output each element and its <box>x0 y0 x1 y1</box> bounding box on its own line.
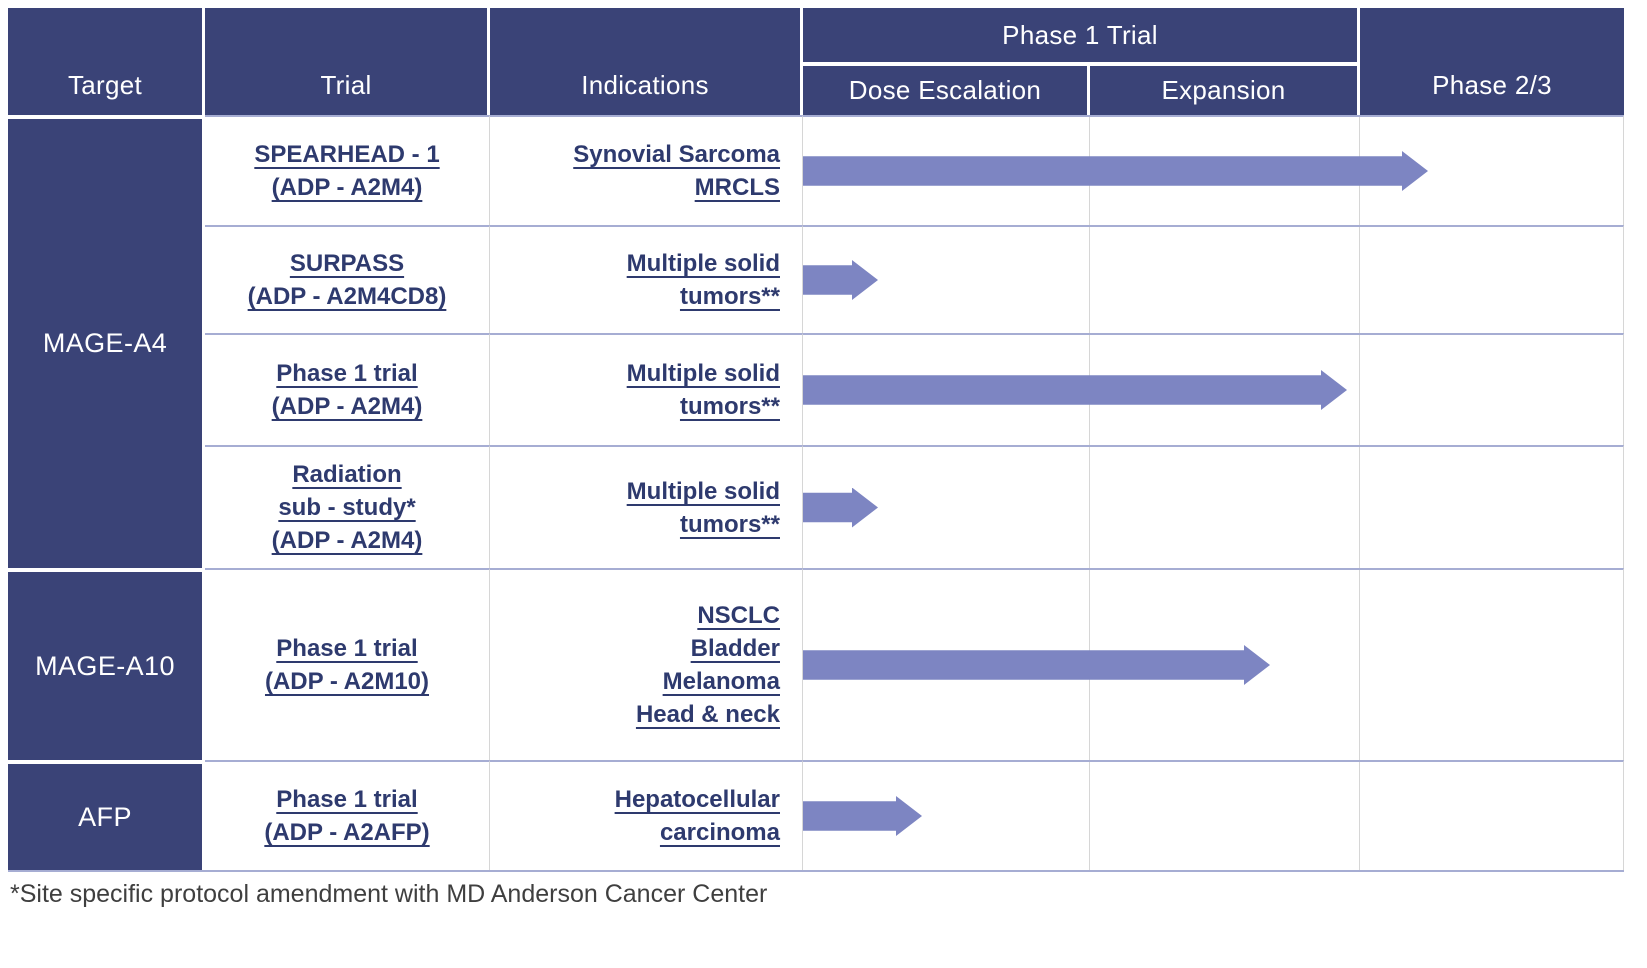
header-cell-indications: Indications <box>490 8 803 115</box>
indications-cell: NSCLC Bladder Melanoma Head & neck <box>490 568 803 760</box>
trial-link[interactable]: Phase 1 trial (ADP - A2M10) <box>264 635 430 695</box>
indications-link[interactable]: Multiple solid tumors** <box>626 477 780 538</box>
header-dose-escalation-label: Dose Escalation <box>848 75 1042 105</box>
header-expansion-label: Expansion <box>1161 75 1286 105</box>
indications-link[interactable]: Multiple solid tumors** <box>626 360 780 420</box>
progress-arrow <box>803 260 878 300</box>
trial-cell: Radiation sub - study* (ADP - A2M4) <box>205 445 490 568</box>
indications-link[interactable]: Multiple solid tumors** <box>626 250 780 310</box>
target-group-mage-a10: MAGE-A10 <box>8 568 205 760</box>
header-indications-label: Indications <box>581 70 709 100</box>
trial-link[interactable]: Phase 1 trial (ADP - A2AFP) <box>264 786 430 846</box>
header-trial-label: Trial <box>320 70 372 100</box>
header-cell-phase1-trial: Phase 1 Trial <box>803 8 1360 62</box>
indications-link[interactable]: NSCLC Bladder Melanoma Head & neck <box>635 602 780 728</box>
header-cell-phase-2-3: Phase 2/3 <box>1360 8 1624 115</box>
trial-cell: SPEARHEAD - 1 (ADP - A2M4) <box>205 115 490 225</box>
trial-link[interactable]: Phase 1 trial (ADP - A2M4) <box>271 360 423 420</box>
indications-cell: Synovial Sarcoma MRCLS <box>490 115 803 225</box>
progress-arrow <box>803 151 1428 191</box>
column-divider <box>1359 227 1360 333</box>
trial-cell: Phase 1 trial (ADP - A2M4) <box>205 333 490 445</box>
progress-arrow <box>803 796 922 836</box>
column-divider <box>1359 335 1360 445</box>
target-group-label: MAGE-A4 <box>42 328 168 358</box>
indications-cell: Multiple solid tumors** <box>490 445 803 568</box>
header-target-label: Target <box>67 70 143 100</box>
column-divider <box>1089 227 1090 333</box>
trial-cell: Phase 1 trial (ADP - A2M10) <box>205 568 490 760</box>
header-cell-trial: Trial <box>205 8 490 115</box>
header-phase-2-3-label: Phase 2/3 <box>1432 70 1552 100</box>
phase-lane <box>803 568 1624 760</box>
trial-cell: Phase 1 trial (ADP - A2AFP) <box>205 760 490 870</box>
indications-cell: Hepatocellular carcinoma <box>490 760 803 870</box>
header-cell-expansion: Expansion <box>1090 62 1360 115</box>
trial-cell: SURPASS (ADP - A2M4CD8) <box>205 225 490 333</box>
target-group-mage-a4: MAGE-A4 <box>8 115 205 568</box>
target-group-label: MAGE-A10 <box>35 650 175 681</box>
phase-lane <box>803 445 1624 568</box>
header-cell-target: Target <box>8 8 205 115</box>
trial-link[interactable]: SURPASS (ADP - A2M4CD8) <box>247 250 447 310</box>
indications-cell: Multiple solid tumors** <box>490 225 803 333</box>
phase-lane <box>803 225 1624 333</box>
target-group-label: AFP <box>78 801 132 832</box>
phase-lane <box>803 115 1624 225</box>
progress-arrow <box>803 488 878 528</box>
indications-cell: Multiple solid tumors** <box>490 333 803 445</box>
phase-lane <box>803 333 1624 445</box>
column-divider <box>1089 447 1090 568</box>
trial-link[interactable]: Radiation sub - study* (ADP - A2M4) <box>271 461 423 554</box>
header-cell-dose-escalation: Dose Escalation <box>803 62 1090 115</box>
footnote-site-specific: *Site specific protocol amendment with M… <box>10 880 768 908</box>
column-divider <box>1359 447 1360 568</box>
indications-link[interactable]: Hepatocellular carcinoma <box>614 786 780 846</box>
target-group-afp: AFP <box>8 760 205 870</box>
phase-lane <box>803 760 1624 870</box>
header-phase1-trial-label: Phase 1 Trial <box>1002 19 1158 50</box>
column-divider <box>1359 570 1360 760</box>
progress-arrow <box>803 370 1347 410</box>
trial-link[interactable]: SPEARHEAD - 1 (ADP - A2M4) <box>254 141 440 201</box>
progress-arrow <box>803 645 1270 685</box>
column-divider <box>1089 762 1090 870</box>
column-divider <box>1359 762 1360 870</box>
indications-link[interactable]: Synovial Sarcoma MRCLS <box>573 141 780 201</box>
pipeline-table: Target Trial Indications Phase 1 Trial D… <box>8 8 1624 872</box>
